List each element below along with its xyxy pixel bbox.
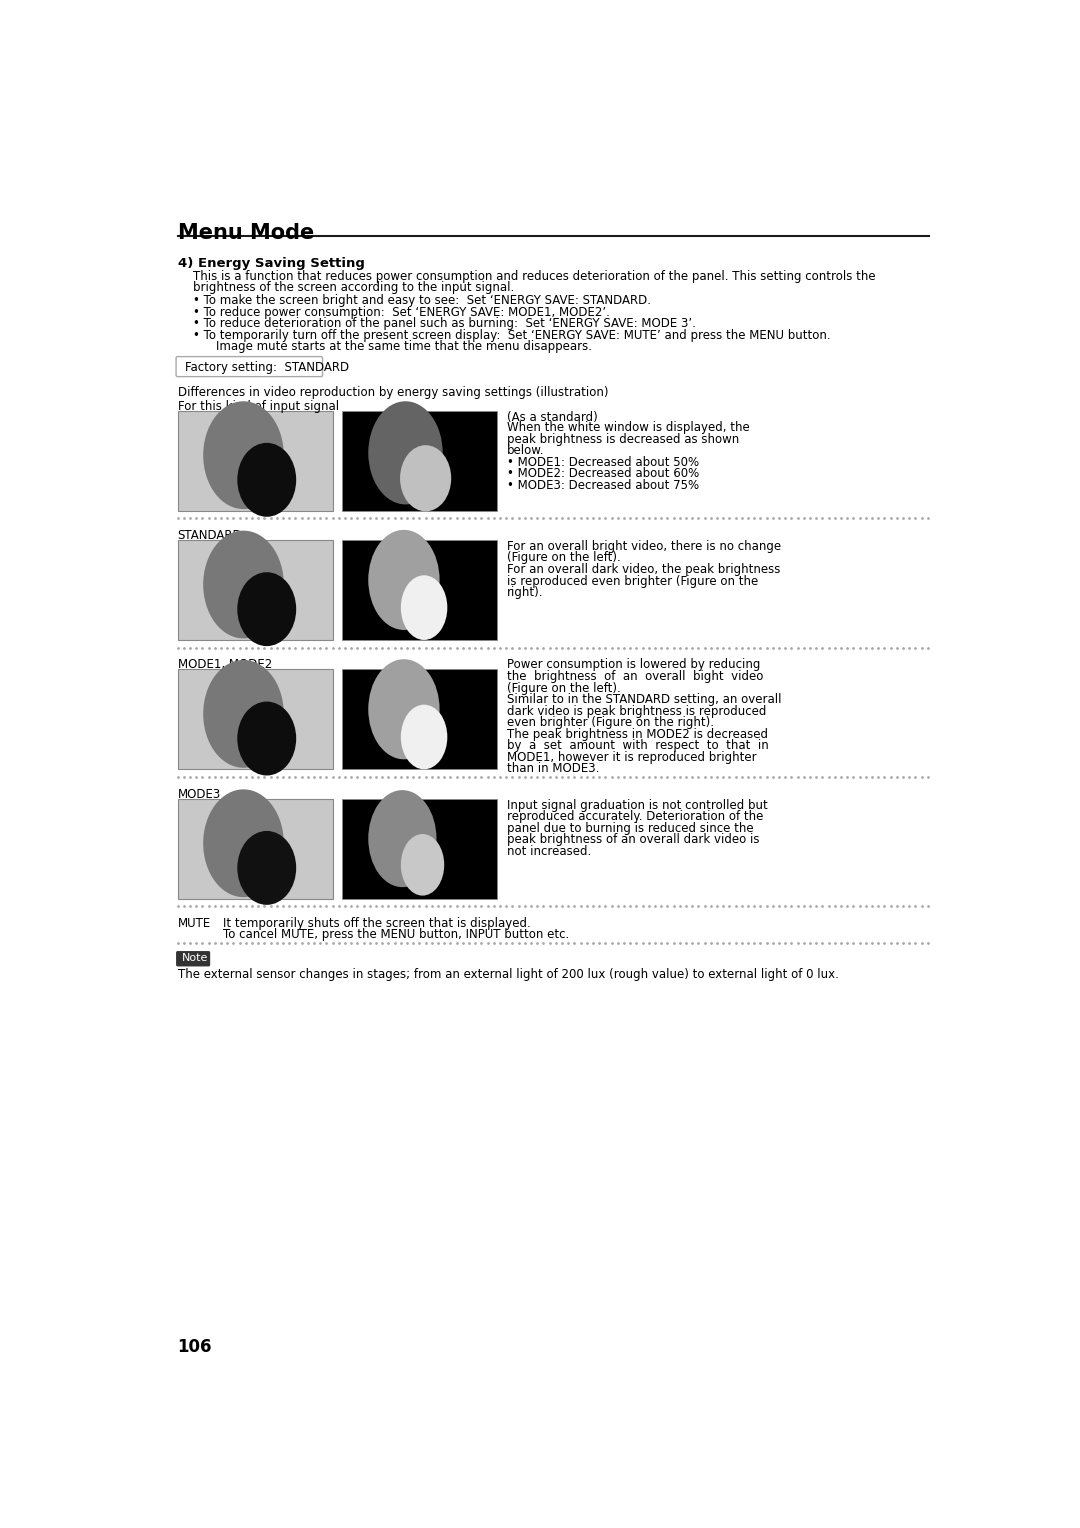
Text: For an overall dark video, the peak brightness: For an overall dark video, the peak brig… xyxy=(507,562,781,576)
Text: (Figure on the left).: (Figure on the left). xyxy=(507,681,621,695)
Text: 4) Energy Saving Setting: 4) Energy Saving Setting xyxy=(177,257,365,269)
Text: Image mute starts at the same time that the menu disappears.: Image mute starts at the same time that … xyxy=(201,341,592,353)
Text: To cancel MUTE, press the MENU button, INPUT button etc.: To cancel MUTE, press the MENU button, I… xyxy=(222,927,569,941)
Bar xyxy=(342,411,497,510)
Ellipse shape xyxy=(401,575,447,640)
Text: MODE1, however it is reproduced brighter: MODE1, however it is reproduced brighter xyxy=(507,750,757,764)
Ellipse shape xyxy=(368,790,436,888)
Text: 106: 106 xyxy=(177,1339,212,1357)
Bar xyxy=(342,669,497,769)
Text: (Figure on the left).: (Figure on the left). xyxy=(507,552,621,564)
Text: MUTE: MUTE xyxy=(177,917,211,931)
Ellipse shape xyxy=(203,790,284,897)
Text: Differences in video reproduction by energy saving settings (illustration): Differences in video reproduction by ene… xyxy=(177,387,608,399)
Text: not increased.: not increased. xyxy=(507,845,591,857)
Text: Similar to in the STANDARD setting, an overall: Similar to in the STANDARD setting, an o… xyxy=(507,694,782,706)
Text: Input signal graduation is not controlled but: Input signal graduation is not controlle… xyxy=(507,799,768,811)
Ellipse shape xyxy=(238,831,296,905)
Text: • MODE1: Decreased about 50%: • MODE1: Decreased about 50% xyxy=(507,455,699,469)
Text: • To reduce deterioration of the panel such as burning:  Set ‘ENERGY SAVE: MODE : • To reduce deterioration of the panel s… xyxy=(193,318,696,330)
Ellipse shape xyxy=(368,402,443,504)
Text: The peak brightness in MODE2 is decreased: The peak brightness in MODE2 is decrease… xyxy=(507,727,768,741)
Text: • MODE3: Decreased about 75%: • MODE3: Decreased about 75% xyxy=(507,480,699,492)
Ellipse shape xyxy=(401,704,447,769)
Text: Note: Note xyxy=(181,953,207,963)
Ellipse shape xyxy=(203,660,284,767)
Ellipse shape xyxy=(238,571,296,646)
Text: is reproduced even brighter (Figure on the: is reproduced even brighter (Figure on t… xyxy=(507,575,758,588)
Text: • MODE2: Decreased about 60%: • MODE2: Decreased about 60% xyxy=(507,468,699,480)
Text: than in MODE3.: than in MODE3. xyxy=(507,762,599,775)
Text: even brighter (Figure on the right).: even brighter (Figure on the right). xyxy=(507,717,714,729)
Text: peak brightness is decreased as shown: peak brightness is decreased as shown xyxy=(507,432,739,446)
Text: dark video is peak brightness is reproduced: dark video is peak brightness is reprodu… xyxy=(507,704,767,718)
Text: panel due to burning is reduced since the: panel due to burning is reduced since th… xyxy=(507,822,754,834)
Text: When the white window is displayed, the: When the white window is displayed, the xyxy=(507,422,750,434)
Text: by  a  set  amount  with  respect  to  that  in: by a set amount with respect to that in xyxy=(507,740,769,752)
Text: • To temporarily turn off the present screen display:  Set ‘ENERGY SAVE: MUTE’ a: • To temporarily turn off the present sc… xyxy=(193,329,831,342)
Text: Power consumption is lowered by reducing: Power consumption is lowered by reducing xyxy=(507,659,760,671)
Text: right).: right). xyxy=(507,587,543,599)
Ellipse shape xyxy=(401,834,444,895)
Ellipse shape xyxy=(368,659,440,759)
Text: STANDARD: STANDARD xyxy=(177,529,242,542)
Bar xyxy=(177,669,333,769)
Bar xyxy=(177,539,333,640)
Text: MODE3: MODE3 xyxy=(177,788,221,801)
Text: brightness of the screen according to the input signal.: brightness of the screen according to th… xyxy=(193,281,514,295)
Text: It temporarily shuts off the screen that is displayed.: It temporarily shuts off the screen that… xyxy=(222,917,530,931)
Text: peak brightness of an overall dark video is: peak brightness of an overall dark video… xyxy=(507,833,759,847)
FancyBboxPatch shape xyxy=(176,950,211,966)
Ellipse shape xyxy=(238,701,296,776)
Text: Menu Mode: Menu Mode xyxy=(177,223,314,243)
Text: the  brightness  of  an  overall  bight  video: the brightness of an overall bight video xyxy=(507,669,764,683)
Text: • To reduce power consumption:  Set ‘ENERGY SAVE: MODE1, MODE2’.: • To reduce power consumption: Set ‘ENER… xyxy=(193,306,610,319)
Text: (As a standard): (As a standard) xyxy=(507,411,597,423)
Text: This is a function that reduces power consumption and reduces deterioration of t: This is a function that reduces power co… xyxy=(193,270,876,283)
Text: below.: below. xyxy=(507,445,544,457)
Ellipse shape xyxy=(203,530,284,639)
Bar xyxy=(177,411,333,510)
Bar xyxy=(342,799,497,898)
Ellipse shape xyxy=(203,402,284,509)
Text: For an overall bright video, there is no change: For an overall bright video, there is no… xyxy=(507,539,781,553)
Ellipse shape xyxy=(400,445,451,512)
Ellipse shape xyxy=(238,443,296,516)
Bar xyxy=(342,539,497,640)
Text: • To make the screen bright and easy to see:  Set ‘ENERGY SAVE: STANDARD.: • To make the screen bright and easy to … xyxy=(193,295,651,307)
Text: For this kind of input signal: For this kind of input signal xyxy=(177,400,339,413)
Bar xyxy=(177,799,333,898)
Text: reproduced accurately. Deterioration of the: reproduced accurately. Deterioration of … xyxy=(507,810,764,824)
Ellipse shape xyxy=(368,530,440,630)
Text: The external sensor changes in stages; from an external light of 200 lux (rough : The external sensor changes in stages; f… xyxy=(177,969,838,981)
Text: Factory setting:  STANDARD: Factory setting: STANDARD xyxy=(185,361,349,374)
Text: MODE1, MODE2: MODE1, MODE2 xyxy=(177,659,272,671)
FancyBboxPatch shape xyxy=(176,356,323,376)
